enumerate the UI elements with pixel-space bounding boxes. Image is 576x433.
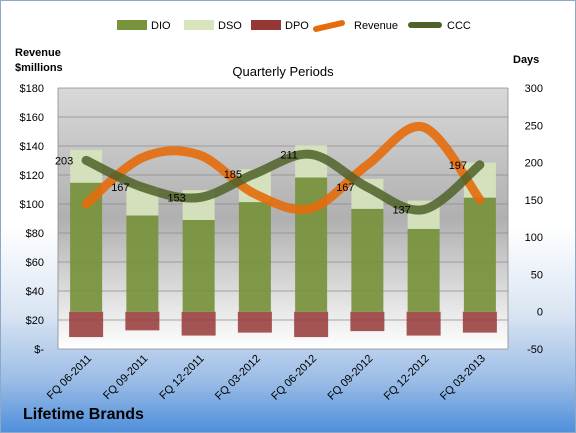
- series-lines: [81, 121, 485, 215]
- revenue-legend-swatch: [313, 20, 345, 32]
- x-tick-label: FQ 12-2011: [157, 353, 206, 402]
- dio-bar: [126, 215, 159, 312]
- dio-legend-label: DIO: [151, 20, 171, 32]
- dpo-legend-swatch: [251, 20, 281, 30]
- x-tick-label: FQ 06-2011: [45, 353, 94, 402]
- right-tick-label: 50: [531, 269, 543, 281]
- left-tick-label: $60: [26, 257, 44, 269]
- left-axis-ticks: $- $20 $40 $60 $80 $100 $120 $140 $160 $180: [20, 83, 45, 356]
- ccc-data-label: 167: [336, 182, 354, 194]
- dpo-legend-label: DPO: [285, 20, 309, 32]
- ccc-data-label: 197: [449, 160, 467, 172]
- dso-legend-label: DSO: [218, 20, 242, 32]
- right-tick-label: -50: [527, 344, 543, 356]
- left-tick-label: $40: [26, 286, 44, 298]
- right-tick-label: 150: [525, 195, 543, 207]
- dio-legend-swatch: [117, 20, 147, 30]
- left-axis-title-line1: Revenue: [15, 47, 61, 59]
- dio-bar: [238, 202, 271, 312]
- right-tick-label: 0: [537, 307, 543, 319]
- right-tick-label: 100: [525, 232, 543, 244]
- ccc-data-label: 153: [167, 193, 185, 205]
- legend: DIO DSO DPO Revenue CCC: [117, 20, 471, 32]
- plot-area: [58, 88, 508, 349]
- data-labels: 203 167 153 185 211 167 137 197: [55, 149, 467, 216]
- revenue-line: [81, 121, 485, 214]
- ccc-legend-label: CCC: [447, 20, 471, 32]
- right-tick-label: 250: [525, 120, 543, 132]
- dpo-bar: [69, 311, 104, 338]
- x-tick-label: FQ 03-2013: [438, 353, 488, 403]
- x-tick-label: FQ 03-2012: [213, 353, 263, 403]
- dpo-bar: [462, 311, 497, 333]
- dpo-bar: [181, 311, 216, 336]
- right-axis-ticks: -50 0 50 100 150 200 250 300: [525, 83, 543, 356]
- dso-legend-swatch: [184, 20, 214, 30]
- left-tick-label: $100: [20, 199, 44, 211]
- left-tick-label: $120: [20, 170, 44, 182]
- stacked-bars: [70, 145, 496, 312]
- ccc-line: [81, 149, 485, 215]
- brand-name: Lifetime Brands: [23, 406, 144, 423]
- chart-title: Quarterly Periods: [232, 64, 334, 79]
- ccc-data-label: 137: [392, 205, 410, 217]
- right-axis-title: Days: [513, 54, 539, 66]
- ccc-data-label: 203: [55, 155, 73, 167]
- dio-bar: [182, 219, 215, 312]
- dio-bar: [463, 197, 496, 312]
- right-tick-label: 200: [525, 158, 543, 170]
- dpo-bar: [406, 311, 441, 336]
- x-axis-ticks: FQ 06-2011 FQ 09-2011 FQ 12-2011 FQ 03-2012…: [45, 353, 488, 403]
- revenue-legend-label: Revenue: [354, 20, 398, 32]
- dpo-bar: [237, 311, 272, 333]
- left-tick-label: $160: [20, 112, 44, 124]
- ccc-data-label: 211: [280, 149, 298, 161]
- x-tick-label: FQ 06-2012: [269, 353, 319, 403]
- x-tick-label: FQ 09-2012: [326, 353, 376, 403]
- left-tick-label: $140: [20, 141, 44, 153]
- ccc-data-label: 185: [224, 169, 242, 181]
- dpo-bars: [69, 311, 497, 338]
- dpo-bar: [125, 311, 160, 331]
- right-tick-label: 300: [525, 83, 543, 95]
- x-tick-label: FQ 09-2011: [101, 353, 150, 402]
- dpo-bar: [294, 311, 329, 338]
- left-tick-label: $80: [26, 228, 44, 240]
- dio-bar: [295, 177, 328, 312]
- left-axis-title-line2: $millions: [15, 62, 63, 74]
- dpo-bar: [350, 311, 385, 332]
- dio-bar: [351, 208, 384, 312]
- dio-bar: [407, 228, 440, 312]
- left-tick-label: $-: [34, 344, 44, 356]
- left-tick-label: $20: [26, 315, 44, 327]
- x-tick-label: FQ 12-2012: [382, 353, 432, 403]
- ccc-data-label: 167: [111, 182, 129, 194]
- left-tick-label: $180: [20, 83, 44, 95]
